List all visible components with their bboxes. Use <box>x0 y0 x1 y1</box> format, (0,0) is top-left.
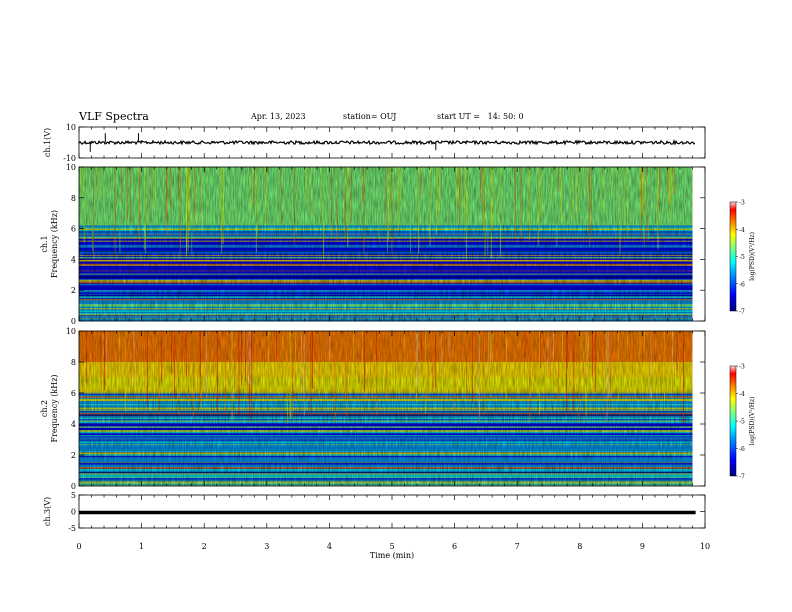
x-tick-label: 0 <box>76 542 81 551</box>
ch2-spectrogram-image <box>79 331 693 486</box>
ch2-spectrogram-colorbar-tick-label: -3 <box>739 364 745 371</box>
y-tick-label: 0 <box>71 482 76 491</box>
y-axis-label-line: ch.1 <box>40 235 49 252</box>
y-tick-label: -5 <box>68 524 76 533</box>
x-tick-label: 6 <box>452 542 457 551</box>
x-tick-label: 4 <box>327 542 332 551</box>
x-tick-label: 1 <box>139 542 144 551</box>
ch1-spectrogram-colorbar-tick-label: -4 <box>739 227 745 234</box>
figure-title: VLF Spectra <box>79 110 149 123</box>
ch1-spectrogram-colorbar-tick-label: -6 <box>739 281 745 288</box>
ch1-spectrogram-image <box>79 167 693 322</box>
y-tick-label: 6 <box>71 389 76 398</box>
ch2-spectrogram-colorbar-label-text: log(PSD)(V²/Hz) <box>749 397 756 446</box>
x-tick-label: 7 <box>515 542 520 551</box>
x-tick-label: 10 <box>700 542 710 551</box>
ch2-spectrogram-colorbar <box>729 365 737 477</box>
ch1-spectrogram-colorbar-label-text: log(PSD)(V²/Hz) <box>749 232 756 281</box>
y-axis-label-line: ch.1(V) <box>43 128 52 157</box>
y-tick-label: 4 <box>71 420 76 429</box>
y-tick-label: 10 <box>66 123 76 132</box>
ch2-spectrogram-colorbar-label: log(PSD)(V²/Hz) <box>749 397 756 446</box>
ch1-spectrogram-colorbar <box>729 201 737 312</box>
y-axis-label: ch.3(V) <box>43 497 52 526</box>
ch1-spectrogram-texture <box>79 167 693 321</box>
ch2-spectrogram-texture-hot <box>79 331 693 378</box>
ch1-spectrogram-colorbar-tick-label: -5 <box>739 254 745 261</box>
x-tick-label: 2 <box>202 542 207 551</box>
y-axis-label-line: ch.2 <box>40 400 49 417</box>
x-tick-label: 8 <box>577 542 582 551</box>
ch2-spectrogram-colorbar-tick-label: -5 <box>739 419 745 426</box>
y-tick-label: -10 <box>63 154 76 163</box>
x-tick-label: 5 <box>389 542 394 551</box>
ch1-spectrogram-colorbar-label: log(PSD)(V²/Hz) <box>749 232 756 281</box>
y-tick-label: 2 <box>71 286 76 295</box>
start-time-label: start UT = 14: 50: 0 <box>437 112 524 121</box>
ch1-spectrogram-colorbar-tick-label: -3 <box>739 200 745 207</box>
ch1-spectrogram-colorbar-tick-label: -7 <box>739 309 745 316</box>
y-axis-label: ch.1(V) <box>43 128 52 157</box>
y-axis-label: ch.2 Frequency (kHz) <box>40 374 59 442</box>
y-axis-label: ch.1 Frequency (kHz) <box>40 210 59 278</box>
ch2-spectrogram-colorbar-tick-label: -6 <box>739 446 745 453</box>
y-axis-label-line: ch.3(V) <box>43 497 52 526</box>
y-axis-label-line: Frequency (kHz) <box>50 374 59 442</box>
date-label: Apr. 13, 2023 <box>251 112 306 121</box>
x-tick-label: 9 <box>640 542 645 551</box>
station-label: station= OUJ <box>343 112 397 121</box>
ch1-trace <box>78 139 696 146</box>
ch2-spectrogram-colorbar-tick-label: -7 <box>739 474 745 481</box>
y-tick-label: 10 <box>66 163 76 172</box>
y-tick-label: 5 <box>71 491 76 500</box>
y-tick-label: 8 <box>71 358 76 367</box>
x-axis-label: Time (min) <box>370 551 414 560</box>
x-tick-label: 3 <box>264 542 269 551</box>
y-tick-label: 6 <box>71 225 76 234</box>
y-tick-label: 4 <box>71 255 76 264</box>
y-tick-label: 0 <box>71 317 76 326</box>
y-tick-label: 8 <box>71 194 76 203</box>
y-tick-label: 10 <box>66 327 76 336</box>
ch2-spectrogram-colorbar-tick-label: -4 <box>739 391 745 398</box>
y-axis-label-line: Frequency (kHz) <box>50 210 59 278</box>
y-tick-label: 0 <box>71 508 76 517</box>
y-tick-label: 2 <box>71 451 76 460</box>
